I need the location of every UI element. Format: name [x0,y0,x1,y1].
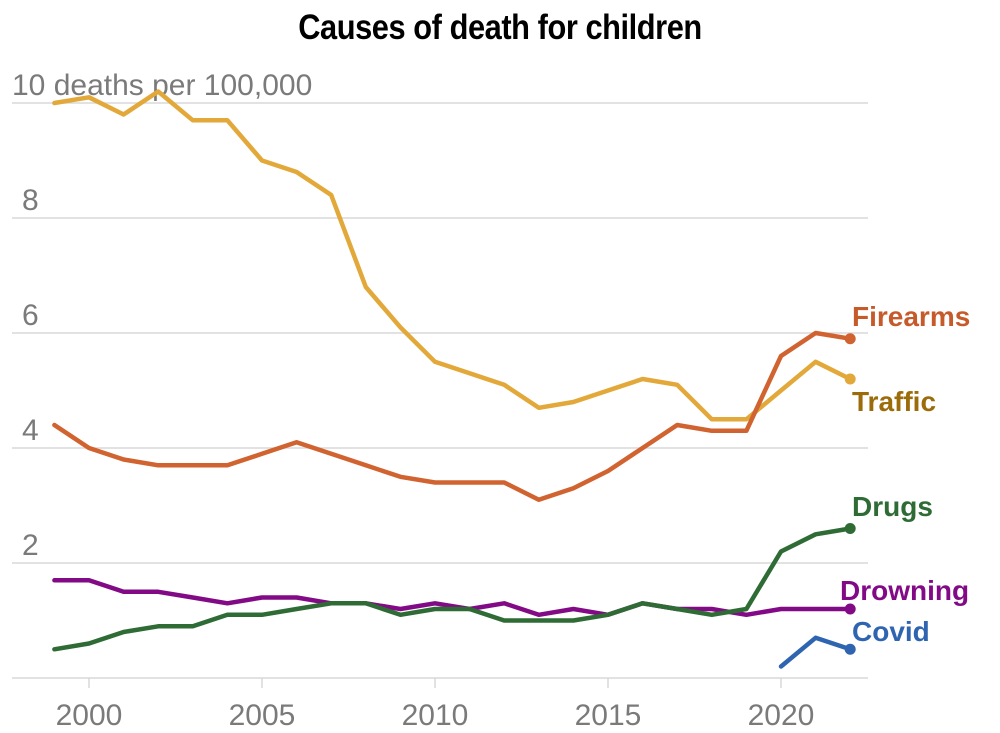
series-endpoint-covid [844,643,856,655]
series-labels: Traffic Firearms Drowning Drugs Covid [840,301,970,647]
y-tick-label: 2 [22,529,39,562]
gridlines [12,102,868,679]
series-line-drowning [52,578,853,618]
x-tick-label: 2010 [402,699,469,732]
chart-title: Causes of death for children [298,8,702,47]
x-tick-label: 2000 [56,699,123,732]
x-tick-label: 2015 [575,699,642,732]
series-endpoint-firearms [844,333,856,345]
series-line-traffic [52,89,853,422]
series-endpoint-drowning [844,603,856,615]
series-endpoint-traffic [844,373,856,385]
series-label-drugs: Drugs [852,491,933,522]
y-tick-label: 8 [22,184,39,217]
series-lines [52,89,856,669]
series-endpoint-drugs [844,523,856,534]
series-line-firearms [52,330,853,503]
x-tick-label: 2005 [229,699,296,732]
x-axis: 2000 2005 2010 2015 2020 [56,678,815,732]
series-label-traffic: Traffic [852,386,936,417]
series-line-covid [778,635,853,669]
y-tick-label: 6 [22,299,39,332]
series-label-firearms: Firearms [852,301,970,332]
series-label-drowning: Drowning [840,575,969,606]
x-tick-label: 2020 [748,699,815,732]
series-label-covid: Covid [852,616,930,647]
y-tick-label: 4 [22,414,39,447]
series-line-drugs [52,526,853,652]
